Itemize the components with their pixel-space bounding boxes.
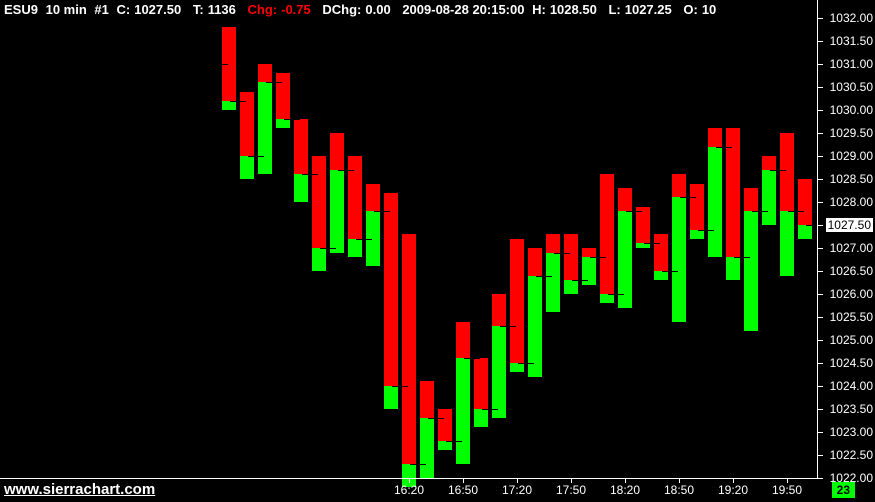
y-tick-label: 1022.50 [830, 448, 873, 462]
y-tick-label: 1024.50 [830, 356, 873, 370]
candle-bar[interactable] [312, 18, 326, 478]
x-tick-label: 17:50 [556, 483, 586, 497]
y-tick-label: 1025.50 [830, 310, 873, 324]
candle-bar[interactable] [384, 18, 398, 478]
y-tick-label: 1029.00 [830, 149, 873, 163]
candle-bar[interactable] [672, 18, 686, 478]
close-label: C:1027.50 [117, 2, 186, 17]
candle-bar[interactable] [510, 18, 524, 478]
candle-bar[interactable] [456, 18, 470, 478]
candle-bar[interactable] [240, 18, 254, 478]
y-tick-label: 1031.50 [830, 34, 873, 48]
candle-bar[interactable] [222, 18, 236, 478]
candle-bar[interactable] [420, 18, 434, 478]
y-tick-label: 1023.00 [830, 425, 873, 439]
x-tick-label: 16:20 [394, 483, 424, 497]
candle-bar[interactable] [726, 18, 740, 478]
candle-bar[interactable] [438, 18, 452, 478]
datetime: 2009-08-28 20:15:00 [402, 2, 524, 17]
open-value: O:10 [683, 2, 720, 17]
candle-bar[interactable] [276, 18, 290, 478]
pane-id: #1 [94, 2, 108, 17]
y-tick-label: 1030.00 [830, 103, 873, 117]
chart-plot-area[interactable] [0, 18, 818, 478]
x-tick-label: 18:50 [664, 483, 694, 497]
candle-bar[interactable] [528, 18, 542, 478]
x-tick-label: 18:20 [610, 483, 640, 497]
x-tick-label: 19:20 [718, 483, 748, 497]
chg-value: Chg:-0.75 [248, 2, 315, 17]
y-tick-label: 1023.50 [830, 402, 873, 416]
y-tick-label: 1024.00 [830, 379, 873, 393]
high-value: H:1028.50 [532, 2, 601, 17]
y-tick-label: 1030.50 [830, 80, 873, 94]
y-tick-label: 1027.00 [830, 241, 873, 255]
candle-bar[interactable] [708, 18, 722, 478]
candle-bar[interactable] [780, 18, 794, 478]
y-tick-label: 1032.00 [830, 11, 873, 25]
candle-bar[interactable] [690, 18, 704, 478]
candle-bar[interactable] [348, 18, 362, 478]
symbol: ESU9 [4, 2, 38, 17]
y-tick-label: 1031.00 [830, 57, 873, 71]
candle-bar[interactable] [492, 18, 506, 478]
t-value: T:1136 [193, 2, 240, 17]
y-tick-label: 1028.50 [830, 172, 873, 186]
y-tick-label: 1026.50 [830, 264, 873, 278]
candle-bar[interactable] [600, 18, 614, 478]
candle-bar[interactable] [474, 18, 488, 478]
y-tick-label: 1026.00 [830, 287, 873, 301]
candle-bar[interactable] [258, 18, 272, 478]
corner-badge: 23 [832, 482, 855, 498]
y-tick-label: 1025.00 [830, 333, 873, 347]
chart-container: { "header": { "symbol": "ESU9", "interva… [0, 0, 875, 502]
candle-bar[interactable] [546, 18, 560, 478]
watermark-link[interactable]: www.sierrachart.com [4, 481, 155, 498]
chart-header: ESU9 10 min #1 C:1027.50 T:1136 Chg:-0.7… [4, 2, 724, 18]
y-axis: 1032.00 1031.50 1031.00 1030.50 1030.00 1029.… [818, 0, 875, 502]
candle-bar[interactable] [330, 18, 344, 478]
y-tick-label: 1028.00 [830, 195, 873, 209]
candle-bar[interactable] [294, 18, 308, 478]
x-tick-label: 19:50 [772, 483, 802, 497]
x-tick-label: 16:50 [448, 483, 478, 497]
candle-bar[interactable] [636, 18, 650, 478]
interval: 10 min [46, 2, 87, 17]
low-value: L:1027.25 [608, 2, 675, 17]
candle-bar[interactable] [618, 18, 632, 478]
y-tick-label: 1029.50 [830, 126, 873, 140]
candle-bar[interactable] [798, 18, 812, 478]
candle-bar[interactable] [582, 18, 596, 478]
candle-bar[interactable] [654, 18, 668, 478]
candle-bar[interactable] [402, 18, 416, 478]
candle-bar[interactable] [564, 18, 578, 478]
candle-bar[interactable] [762, 18, 776, 478]
candle-bar[interactable] [366, 18, 380, 478]
y-tick-label: 1027.50 [826, 218, 873, 232]
x-tick-label: 17:20 [502, 483, 532, 497]
candle-bar[interactable] [744, 18, 758, 478]
dchg-value: DChg:0.00 [322, 2, 394, 17]
